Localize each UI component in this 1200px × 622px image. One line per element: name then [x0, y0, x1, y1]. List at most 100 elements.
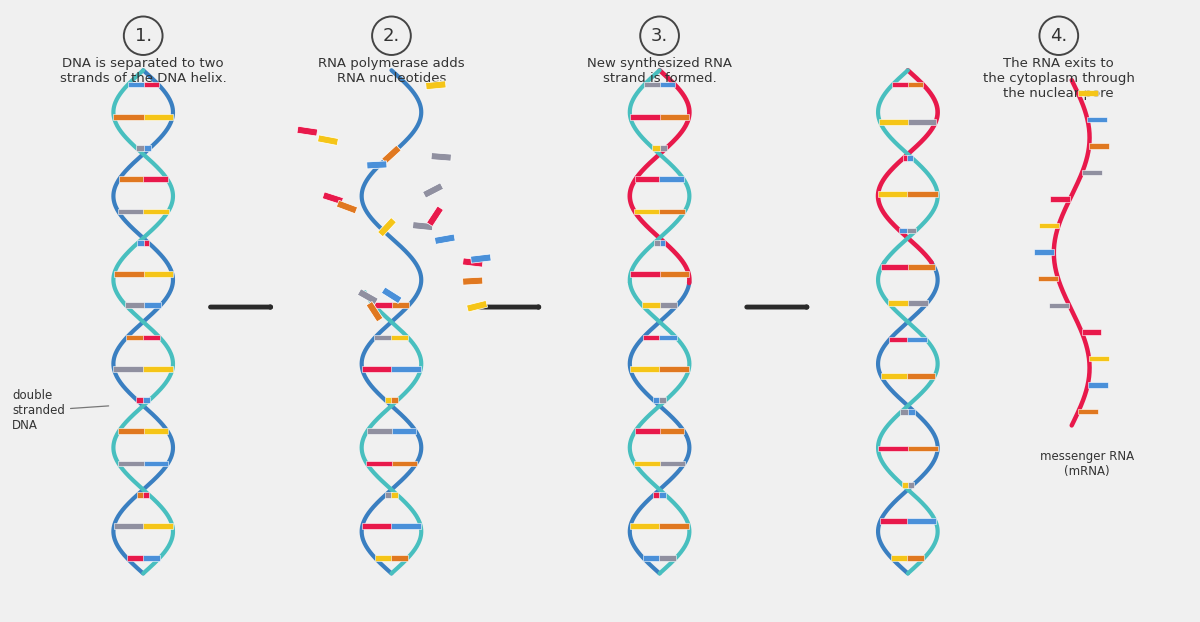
Text: RNA polymerase adds
RNA nucleotides: RNA polymerase adds RNA nucleotides — [318, 57, 464, 85]
Bar — [318, 135, 338, 146]
Bar — [434, 234, 455, 244]
Bar — [1050, 197, 1070, 202]
Bar — [143, 335, 160, 340]
Bar — [899, 228, 908, 233]
Bar — [902, 482, 908, 488]
Bar — [361, 366, 392, 371]
Bar — [659, 302, 678, 308]
Bar — [1038, 276, 1058, 282]
Bar — [659, 366, 689, 371]
Bar — [1039, 223, 1058, 228]
Bar — [426, 81, 446, 90]
Bar — [374, 335, 392, 340]
Bar — [143, 81, 158, 87]
Bar — [367, 161, 386, 169]
Bar — [431, 152, 451, 161]
Bar — [358, 289, 378, 305]
Bar — [361, 523, 392, 529]
Bar — [880, 518, 908, 524]
Bar — [125, 302, 144, 308]
Bar — [1079, 409, 1098, 414]
Bar — [1078, 90, 1098, 96]
Bar — [644, 81, 660, 87]
Text: 1.: 1. — [134, 27, 151, 45]
Bar — [659, 145, 667, 151]
Bar — [1087, 383, 1108, 388]
Bar — [391, 335, 408, 340]
Bar — [1050, 303, 1069, 308]
Bar — [391, 397, 398, 403]
Bar — [323, 192, 343, 205]
Text: double
stranded
DNA: double stranded DNA — [12, 389, 109, 432]
Bar — [1087, 117, 1108, 122]
Bar — [114, 271, 144, 277]
Bar — [907, 337, 926, 342]
Bar — [888, 300, 908, 306]
Bar — [877, 445, 908, 452]
Bar — [143, 176, 168, 182]
Bar — [143, 492, 150, 498]
Bar — [653, 397, 660, 403]
Bar — [881, 373, 908, 379]
Bar — [118, 461, 144, 466]
Bar — [634, 208, 660, 215]
Bar — [659, 492, 666, 498]
Bar — [907, 518, 936, 524]
Bar — [113, 114, 144, 119]
Bar — [137, 492, 144, 498]
Bar — [907, 409, 916, 415]
Bar — [143, 397, 150, 403]
Bar — [907, 264, 935, 270]
Bar — [630, 114, 660, 119]
Bar — [659, 240, 665, 246]
Text: The RNA exits to
the cytoplasm through
the nuclear pore: The RNA exits to the cytoplasm through t… — [983, 57, 1135, 100]
Bar — [143, 114, 173, 119]
Bar — [659, 335, 677, 340]
Bar — [907, 119, 936, 124]
Bar — [653, 492, 660, 498]
Bar — [659, 523, 689, 529]
Bar — [143, 240, 149, 246]
Bar — [877, 192, 908, 197]
Bar — [138, 240, 144, 246]
Bar — [127, 555, 144, 561]
Bar — [654, 240, 660, 246]
Bar — [366, 302, 383, 322]
Bar — [422, 183, 444, 198]
Bar — [143, 523, 173, 529]
Bar — [659, 555, 676, 561]
Bar — [659, 114, 690, 119]
Bar — [136, 145, 144, 151]
Bar — [114, 366, 144, 371]
Bar — [366, 461, 392, 466]
Bar — [427, 206, 443, 226]
Bar — [119, 429, 144, 434]
Bar — [463, 277, 482, 285]
Bar — [892, 555, 908, 561]
Bar — [907, 555, 924, 561]
Bar — [391, 555, 408, 561]
Bar — [385, 397, 392, 403]
Bar — [907, 155, 913, 161]
Bar — [143, 302, 161, 308]
Bar — [391, 492, 397, 498]
Bar — [378, 218, 396, 237]
Bar — [143, 145, 150, 151]
Bar — [382, 146, 401, 164]
Bar — [296, 126, 318, 136]
Bar — [143, 429, 168, 434]
Bar — [1090, 143, 1109, 149]
Text: messenger RNA
(mRNA): messenger RNA (mRNA) — [1039, 450, 1134, 478]
Bar — [391, 366, 421, 371]
Bar — [659, 271, 689, 277]
Bar — [904, 155, 908, 161]
Bar — [893, 81, 908, 87]
Text: 2.: 2. — [383, 27, 400, 45]
Bar — [385, 492, 392, 498]
Bar — [462, 258, 484, 267]
Bar — [880, 119, 908, 124]
Bar — [659, 208, 685, 215]
Bar — [391, 461, 416, 466]
Bar — [659, 461, 685, 466]
Bar — [635, 429, 660, 434]
